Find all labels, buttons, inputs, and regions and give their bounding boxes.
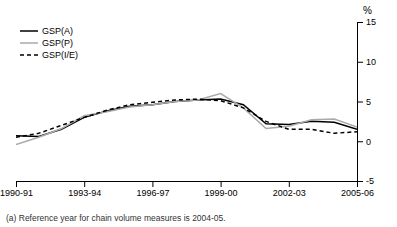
y-tick: 10 [357,57,376,67]
y-tick-mark [357,102,363,103]
x-tick-label: 1990-91 [0,188,33,198]
y-tick-label: 5 [366,97,371,107]
y-tick: 0 [357,137,371,147]
x-tick: 1999-00 [205,181,238,198]
x-axis-line [17,182,358,188]
legend-swatch [20,30,38,32]
y-tick-mark [357,141,363,142]
y-tick: 5 [357,97,371,107]
series-line [16,94,357,145]
y-tick-label: -5 [366,176,374,186]
y-axis-line [358,23,364,182]
y-tick-label: 10 [366,57,376,67]
legend-item: GSP(P) [20,38,73,48]
y-axis: -5 0 5 10 15 [357,17,376,186]
x-tick-mark [289,181,290,187]
y-axis-title: % [363,5,372,16]
legend: GSP(A) GSP(P) GSP(I/E) [20,26,78,60]
plot: 1990-91 1993-94 1996-97 1999-00 2002-03 2005-… [0,5,376,198]
x-tick-label: 1996-97 [136,188,169,198]
x-tick-label: 1999-00 [205,188,238,198]
y-tick-label: 15 [366,17,376,27]
legend-label: GSP(P) [42,38,73,48]
x-tick: 1990-91 [0,181,33,198]
series-line [16,99,357,136]
legend-swatch [20,42,38,44]
y-tick: -5 [357,176,374,186]
x-tick: 1996-97 [136,181,169,198]
x-tick-mark [221,181,222,187]
legend-item: GSP(A) [20,26,73,36]
legend-label: GSP(I/E) [42,50,78,60]
series-line [16,99,357,137]
legend-swatch [20,54,38,56]
y-tick-label: 0 [366,137,371,147]
x-tick-mark [152,181,153,187]
x-tick-label: 2005-06 [341,188,374,198]
legend-item: GSP(I/E) [20,50,78,60]
x-tick: 1993-94 [68,181,101,198]
x-tick-mark [84,181,85,187]
y-tick-mark [357,22,363,23]
y-tick-mark [357,62,363,63]
x-tick-mark [16,181,17,187]
y-tick-mark [357,181,363,182]
lines [16,94,357,145]
legend-label: GSP(A) [42,26,73,36]
x-tick-label: 2002-03 [273,188,306,198]
x-tick-label: 1993-94 [68,188,101,198]
footnote: (a) Reference year for chain volume meas… [6,213,226,223]
chart: 1990-91 1993-94 1996-97 1999-00 2002-03 2005-… [0,0,397,227]
y-tick: 15 [357,17,376,27]
x-axis: 1990-91 1993-94 1996-97 1999-00 2002-03 2005-… [0,181,374,198]
x-tick: 2002-03 [273,181,306,198]
